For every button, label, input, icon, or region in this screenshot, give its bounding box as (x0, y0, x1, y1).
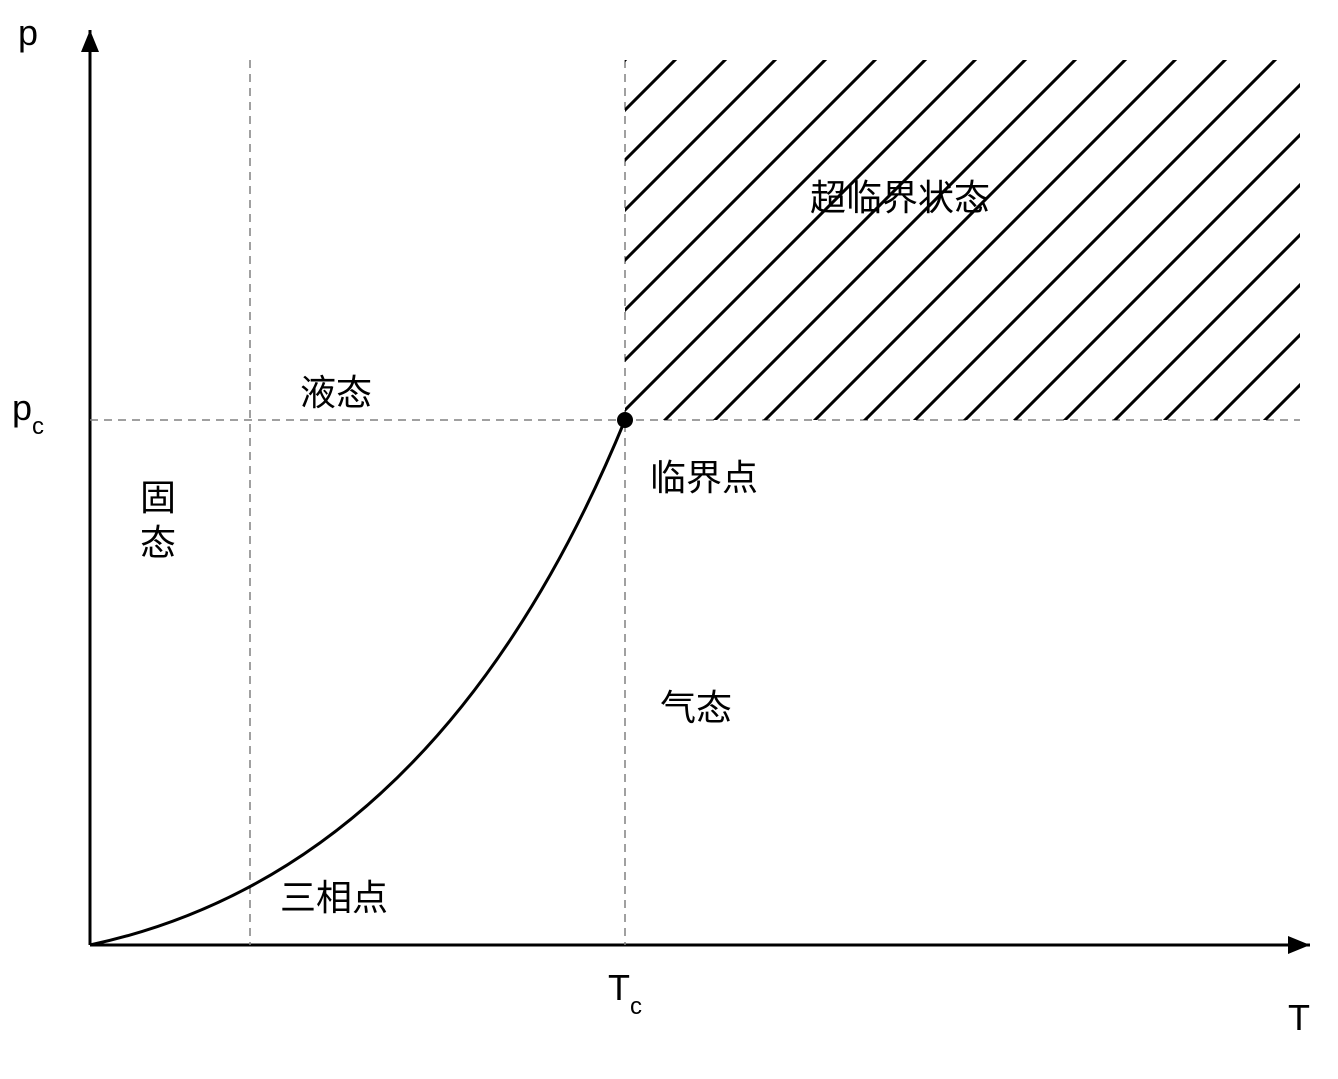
liquid-label: 液态 (300, 372, 372, 413)
critical-point-marker (617, 412, 633, 428)
critical-point-label: 临界点 (650, 457, 758, 498)
x-axis-arrow-icon (1288, 936, 1310, 954)
tc-label: Tc (608, 967, 642, 1020)
supercritical-hatch (525, 0, 1338, 1079)
phase-diagram: p Tpc Tc 固态 液态气态 超临界状态临界点三相点 (0, 0, 1338, 1079)
y-axis-arrow-icon (81, 30, 99, 52)
solid-label-char1: 固 (140, 477, 176, 518)
solid-label-char2: 态 (140, 522, 176, 563)
x-axis-label: T (1288, 997, 1310, 1038)
pc-label: pc (12, 387, 44, 440)
supercritical-label: 超临界状态 (810, 177, 990, 218)
triple-point-label: 三相点 (280, 877, 388, 918)
gas-label: 气态 (660, 687, 732, 728)
y-axis-label: p (18, 12, 38, 53)
